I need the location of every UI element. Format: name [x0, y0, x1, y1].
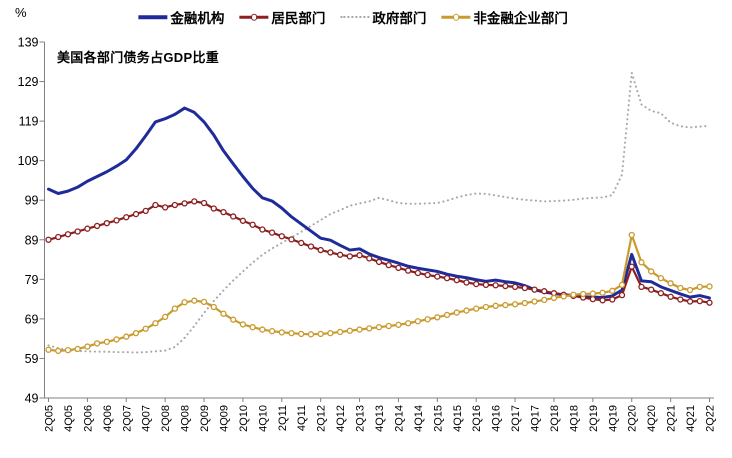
- svg-text:79: 79: [25, 273, 39, 287]
- svg-text:4Q10: 4Q10: [257, 405, 269, 432]
- svg-text:4Q16: 4Q16: [491, 405, 503, 432]
- svg-text:2Q20: 2Q20: [627, 405, 639, 432]
- svg-text:139: 139: [18, 36, 39, 50]
- svg-text:69: 69: [25, 312, 39, 326]
- svg-text:2Q07: 2Q07: [121, 405, 133, 432]
- svg-text:2Q10: 2Q10: [238, 405, 250, 432]
- svg-text:2Q14: 2Q14: [393, 405, 405, 432]
- svg-text:4Q11: 4Q11: [296, 405, 308, 431]
- svg-text:2Q09: 2Q09: [199, 405, 211, 432]
- svg-text:2Q05: 2Q05: [44, 405, 56, 432]
- svg-text:4Q05: 4Q05: [63, 405, 75, 432]
- series-household: [45, 198, 713, 306]
- svg-text:4Q06: 4Q06: [102, 405, 114, 432]
- svg-text:89: 89: [25, 233, 39, 247]
- svg-text:49: 49: [25, 392, 39, 406]
- svg-text:2Q16: 2Q16: [471, 405, 483, 432]
- chart-title: 美国各部门债务占GDP比重: [57, 50, 220, 65]
- legend-item-government: 政府部门: [340, 7, 426, 27]
- legend-item-nonfinancial-corporate: 非金融企业部门: [441, 7, 568, 27]
- svg-text:2Q08: 2Q08: [160, 405, 172, 432]
- legend-line-sample-nonfinancial-corporate: [441, 13, 471, 22]
- x-axis-labels: 2Q05 4Q05 2Q06 4Q06 2Q07 4Q07 2Q08 4Q08 2Q09 4Q09…: [44, 405, 717, 432]
- svg-text:4Q13: 4Q13: [374, 405, 386, 432]
- legend-item-financial: 金融机构: [138, 7, 224, 27]
- svg-text:4Q09: 4Q09: [218, 405, 230, 432]
- y-axis-ticks: [39, 41, 45, 399]
- y-axis-unit-label: %: [15, 5, 27, 20]
- svg-text:119: 119: [19, 115, 39, 129]
- legend-label-nonfinancial-corporate: 非金融企业部门: [473, 11, 568, 26]
- svg-text:109: 109: [18, 154, 39, 168]
- y-axis-labels: 49 59 69 79 89 99 109 119 129 139: [18, 36, 39, 406]
- series-nonfinancial-corporate: [45, 231, 713, 355]
- series-government: [47, 71, 711, 354]
- svg-text:2Q06: 2Q06: [82, 405, 94, 432]
- svg-text:4Q19: 4Q19: [607, 405, 619, 432]
- legend-label-household: 居民部门: [271, 11, 326, 26]
- svg-text:2Q12: 2Q12: [316, 405, 328, 432]
- svg-text:2Q11: 2Q11: [277, 405, 289, 431]
- svg-text:4Q15: 4Q15: [452, 405, 464, 432]
- svg-text:4Q17: 4Q17: [530, 405, 542, 432]
- legend-item-household: 居民部门: [239, 7, 325, 27]
- svg-text:2Q15: 2Q15: [432, 405, 444, 432]
- svg-text:2Q22: 2Q22: [705, 405, 717, 432]
- legend-label-government: 政府部门: [372, 11, 427, 26]
- svg-text:4Q21: 4Q21: [685, 405, 697, 432]
- svg-text:4Q20: 4Q20: [646, 405, 658, 432]
- legend-line-sample-financial: [138, 13, 168, 22]
- x-axis-ticks: [48, 398, 710, 402]
- legend-line-sample-household: [239, 13, 269, 22]
- svg-text:4Q08: 4Q08: [180, 405, 192, 432]
- svg-text:4Q07: 4Q07: [141, 405, 153, 432]
- svg-text:2Q13: 2Q13: [355, 405, 367, 432]
- svg-text:59: 59: [25, 352, 39, 366]
- svg-text:4Q14: 4Q14: [413, 405, 425, 432]
- svg-text:99: 99: [25, 194, 39, 208]
- axes: [44, 42, 714, 399]
- svg-text:2Q21: 2Q21: [666, 405, 678, 432]
- svg-text:2Q19: 2Q19: [588, 405, 600, 432]
- svg-text:4Q18: 4Q18: [568, 405, 580, 432]
- legend-line-sample-government: [340, 13, 370, 22]
- svg-text:2Q17: 2Q17: [510, 405, 522, 432]
- svg-text:4Q12: 4Q12: [335, 405, 347, 432]
- legend-label-financial: 金融机构: [170, 11, 225, 26]
- svg-text:129: 129: [18, 75, 39, 89]
- chart-legend: 金融机构 居民部门 政府部门 非金融企业部门: [138, 7, 568, 27]
- series-financial: [47, 106, 711, 300]
- svg-text:2Q18: 2Q18: [549, 405, 561, 432]
